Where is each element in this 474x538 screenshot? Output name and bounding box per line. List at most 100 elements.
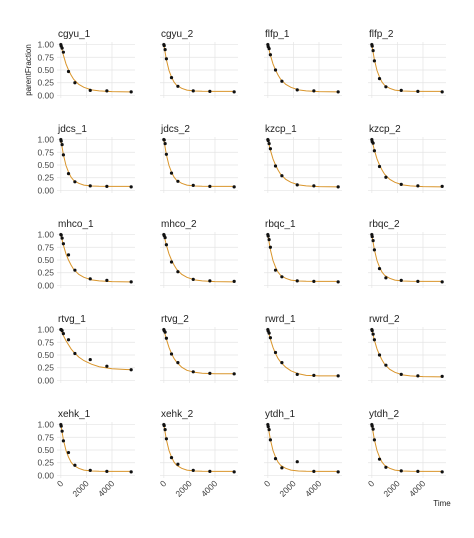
data-point — [191, 468, 195, 472]
panel-title: xehk_2 — [161, 409, 194, 420]
x-tick-label: 2000 — [277, 478, 298, 499]
data-point — [377, 353, 382, 357]
data-point — [280, 79, 284, 83]
data-point — [280, 466, 284, 470]
fit-line — [60, 44, 132, 93]
x-tick-label: 2000 — [70, 478, 91, 499]
fit-line — [163, 329, 235, 375]
panel-title: ytdh_2 — [369, 409, 399, 420]
data-point — [164, 437, 168, 441]
y-tick-label: 0.00 — [37, 470, 54, 480]
data-point — [295, 183, 299, 187]
data-point — [280, 361, 284, 365]
data-point — [191, 89, 195, 93]
y-tick-label: 1.00 — [37, 135, 54, 145]
data-point — [268, 53, 272, 57]
y-tick-label: 0.00 — [37, 90, 54, 100]
data-point — [370, 328, 374, 333]
fit-line — [371, 424, 443, 472]
y-tick-label: 0.00 — [37, 375, 54, 385]
data-point — [208, 279, 212, 283]
data-point — [336, 185, 340, 189]
data-point — [440, 374, 444, 378]
data-point — [273, 457, 278, 461]
y-tick-label: 1.00 — [37, 230, 54, 240]
panel-title: rwrd_1 — [265, 314, 296, 325]
data-point — [312, 469, 316, 473]
data-point — [105, 278, 109, 282]
data-point — [163, 428, 167, 432]
data-point — [267, 238, 271, 242]
data-point — [384, 175, 388, 179]
data-point — [371, 239, 375, 243]
data-point — [169, 260, 174, 264]
data-point — [370, 424, 374, 428]
data-point — [191, 277, 195, 281]
data-point — [176, 270, 180, 274]
data-point — [268, 336, 272, 340]
y-tick-label: 0.25 — [37, 173, 54, 183]
panel-title: kzcp_2 — [369, 124, 401, 135]
x-tick-label: 0 — [55, 478, 66, 489]
y-tick-label: 0.25 — [37, 458, 54, 468]
data-point — [336, 374, 340, 378]
fit-line — [163, 139, 235, 187]
data-point — [208, 89, 212, 93]
data-point — [73, 463, 77, 467]
data-point — [232, 470, 236, 474]
data-point — [440, 90, 444, 94]
y-tick-label: 0.25 — [37, 78, 54, 88]
panel-title: rwrd_2 — [369, 314, 400, 325]
data-point — [163, 48, 167, 52]
data-point — [377, 457, 382, 461]
data-point — [336, 280, 340, 284]
data-point — [88, 357, 92, 362]
data-point — [280, 174, 284, 178]
panel-title: cgyu_1 — [58, 29, 91, 40]
y-tick-label: 0.50 — [37, 65, 54, 75]
data-point — [59, 233, 63, 237]
panel-title: cgyu_2 — [161, 29, 194, 40]
fit-line — [60, 234, 132, 283]
data-point — [312, 373, 316, 377]
data-point — [371, 332, 375, 336]
data-point — [399, 469, 403, 473]
data-point — [372, 149, 376, 153]
data-point — [191, 183, 195, 187]
data-point — [268, 245, 272, 249]
data-point — [266, 424, 270, 429]
data-point — [416, 184, 420, 188]
data-point — [416, 374, 420, 378]
data-point — [162, 423, 166, 428]
panel-title: ytdh_1 — [265, 409, 295, 420]
data-point — [61, 153, 65, 157]
data-point — [273, 164, 278, 168]
panel-title: rtvg_2 — [161, 314, 189, 325]
fit-line — [267, 329, 339, 377]
data-point — [372, 59, 376, 63]
y-tick-label: 0.75 — [37, 432, 54, 442]
data-point — [371, 49, 375, 53]
data-point — [208, 184, 212, 188]
fit-line — [163, 234, 235, 283]
data-point — [416, 469, 420, 473]
data-point — [371, 141, 375, 145]
data-point — [176, 361, 180, 365]
data-point — [73, 180, 77, 184]
data-point — [377, 77, 382, 81]
data-point — [66, 450, 71, 455]
panel-title: rbqc_1 — [265, 219, 296, 230]
fit-line — [267, 44, 339, 93]
data-point — [295, 279, 299, 283]
y-tick-label: 0.50 — [37, 255, 54, 265]
data-point — [280, 275, 284, 279]
data-point — [267, 428, 271, 432]
data-point — [162, 43, 166, 48]
y-tick-label: 1.00 — [37, 40, 54, 50]
y-tick-label: 0.50 — [37, 160, 54, 170]
data-point — [295, 88, 299, 92]
x-tick-label: 0 — [366, 478, 377, 489]
data-point — [129, 280, 133, 284]
data-point — [169, 456, 174, 460]
data-point — [399, 182, 403, 186]
